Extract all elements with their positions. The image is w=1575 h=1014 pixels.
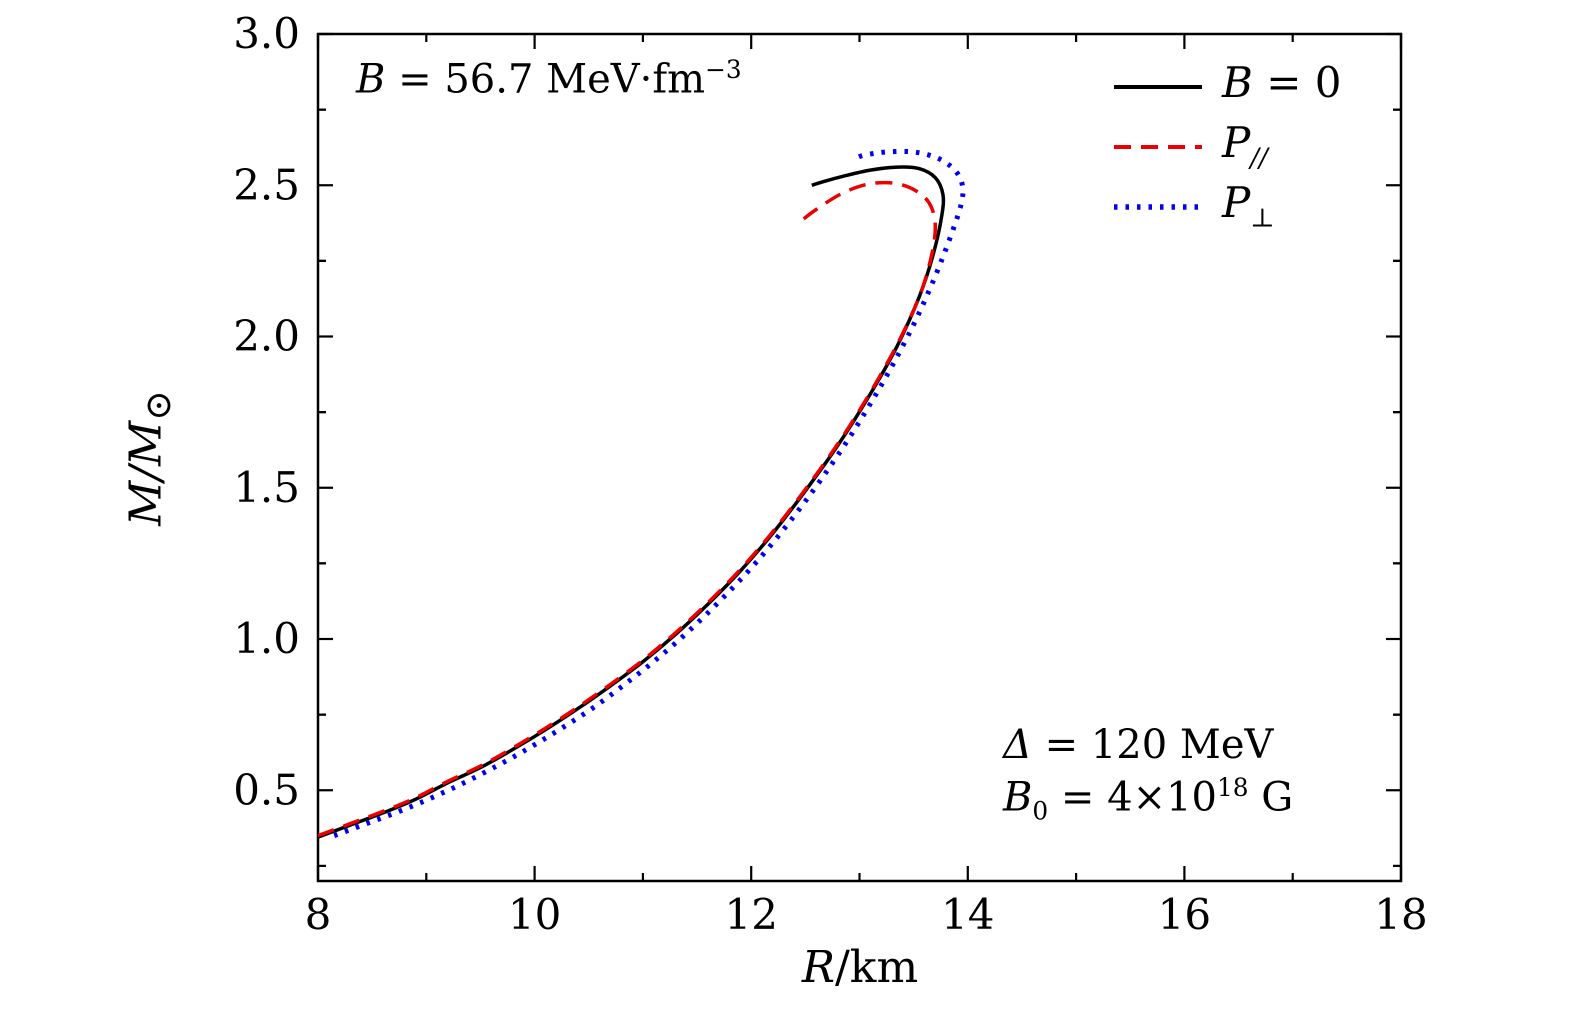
series-curve-2 (333, 148, 966, 838)
legend-label-p-parallel: P// (1222, 118, 1268, 173)
x-tick-label: 8 (305, 890, 332, 939)
legend-label-b0-var: B (1222, 58, 1253, 108)
annotation-bag-constant: B = 56.7 MeV·fm−3 (356, 55, 742, 103)
legend-line-solid-icon (1112, 77, 1204, 96)
legend-label-p-parallel-sub: // (1250, 143, 1268, 174)
x-tick-label: 16 (1158, 890, 1211, 939)
field-var: B (1003, 774, 1033, 821)
gap-rest: = 120 MeV (1031, 722, 1274, 768)
y-tick-label: 0.5 (233, 765, 300, 814)
annotation-gap: Δ = 120 MeV (1003, 722, 1273, 768)
x-tick-label: 18 (1374, 890, 1427, 939)
x-tick-label: 10 (508, 890, 561, 939)
x-tick-label: 12 (724, 890, 777, 939)
gap-var: Δ (1003, 722, 1032, 768)
annotation-field: B0 = 4×1018 G (1003, 773, 1294, 826)
legend-label-b0-rest: = 0 (1252, 58, 1342, 108)
field-rest: G (1248, 774, 1294, 821)
bag-constant-sup: −3 (705, 55, 742, 84)
legend-label-p-perp-var: P (1222, 178, 1251, 228)
y-axis-label-main: M/M (120, 420, 172, 526)
legend-entry-p-parallel: P// (1112, 116, 1342, 176)
legend-entry-b0: B = 0 (1112, 56, 1342, 116)
x-axis-label-rest: /km (834, 942, 919, 993)
legend-line-dotted-icon (1112, 197, 1204, 216)
legend-line-dashed-icon (1112, 137, 1204, 156)
legend-label-p-parallel-var: P (1222, 118, 1251, 168)
x-axis-label: R/km (802, 942, 918, 993)
y-axis-label: M/M⊙ (121, 390, 180, 526)
series-curve-1 (318, 180, 938, 838)
y-tick-label: 1.5 (233, 463, 300, 512)
y-tick-label: 2.0 (233, 312, 300, 361)
legend-label-p-perp: P⊥ (1222, 178, 1275, 233)
x-tick-label: 14 (941, 890, 994, 939)
y-tick-label: 3.0 (233, 9, 300, 58)
legend-label-p-perp-sub: ⊥ (1250, 203, 1275, 234)
field-mid: = 4×10 (1048, 774, 1217, 821)
y-tick-label: 1.0 (233, 614, 300, 663)
legend-label-b0: B = 0 (1222, 58, 1342, 113)
field-sub: 0 (1032, 796, 1049, 826)
legend-entry-p-perp: P⊥ (1112, 176, 1342, 236)
x-axis-label-var: R (801, 942, 835, 993)
y-axis-label-sub: ⊙ (136, 390, 180, 421)
bag-constant-mid: = 56.7 MeV·fm (385, 56, 706, 103)
series-curve-0 (318, 165, 946, 839)
legend: B = 0 P// P⊥ (1112, 56, 1342, 236)
bag-constant-var: B (356, 56, 386, 103)
y-tick-label: 2.5 (233, 160, 300, 209)
field-sup: 18 (1217, 773, 1249, 802)
